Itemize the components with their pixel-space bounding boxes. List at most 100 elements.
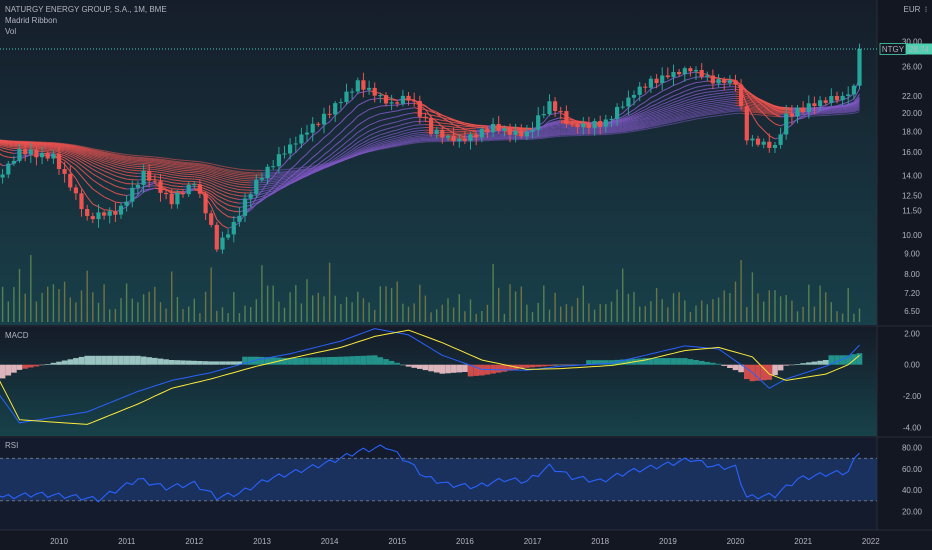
macd-tick-label: 0.00	[904, 361, 920, 370]
ribbon-segment	[729, 108, 736, 110]
ribbon-segment	[848, 109, 854, 112]
ribbon-segment	[397, 141, 404, 144]
macd-histogram-bar	[377, 357, 384, 365]
legend-madrid-ribbon[interactable]: Madrid Ribbon	[5, 16, 58, 25]
ribbon-segment	[351, 132, 359, 138]
ribbon-segment	[701, 108, 708, 111]
ribbon-segment	[673, 88, 680, 92]
ribbon-segment	[673, 108, 680, 112]
macd-histogram-bar	[95, 355, 102, 365]
ribbon-segment	[87, 152, 93, 155]
ribbon-segment	[633, 129, 640, 132]
ribbon-segment	[701, 101, 708, 104]
ribbon-segment	[701, 88, 708, 91]
ribbon-segment	[239, 183, 246, 186]
ribbon-segment	[329, 155, 336, 161]
ribbon-segment	[538, 132, 544, 135]
ribbon-segment	[718, 92, 725, 94]
ribbon-segment	[667, 101, 674, 106]
candle-body	[372, 87, 377, 96]
volume-bar	[667, 307, 669, 322]
ribbon-segment	[397, 143, 404, 146]
macd-histogram-bar	[642, 358, 649, 365]
ribbon-segment	[673, 93, 680, 97]
symbol-title[interactable]: NATURGY ENERGY GROUP, S.A., 1M, BME	[5, 5, 167, 14]
ribbon-segment	[555, 129, 561, 132]
ribbon-segment	[414, 130, 420, 132]
ribbon-segment	[289, 175, 296, 178]
ribbon-segment	[746, 97, 753, 101]
ribbon-segment	[171, 163, 178, 166]
ribbon-segment	[70, 152, 77, 156]
volume-bar	[238, 313, 241, 322]
ribbon-segment	[346, 156, 353, 159]
ribbon-segment	[0, 148, 3, 152]
ribbon-segment	[414, 135, 420, 138]
macd-histogram-bar	[270, 357, 276, 365]
last-price-label: 28.74	[909, 45, 930, 54]
rsi-pane-label[interactable]: RSI	[5, 441, 19, 450]
price-tick-label: 22.00	[902, 92, 923, 101]
ribbon-segment	[69, 171, 77, 179]
ribbon-segment	[707, 91, 713, 93]
macd-histogram-bar	[603, 360, 609, 365]
ribbon-segment	[53, 145, 60, 148]
ribbon-segment	[143, 158, 150, 160]
legend-volume[interactable]: Vol	[5, 27, 17, 36]
ribbon-segment	[165, 180, 172, 184]
ribbon-segment	[233, 201, 240, 204]
ribbon-segment	[222, 201, 229, 206]
volume-bar	[712, 299, 714, 322]
macd-histogram-bar	[411, 364, 417, 368]
ribbon-segment	[53, 146, 60, 149]
ribbon-segment	[836, 106, 843, 109]
macd-histogram-bar	[524, 364, 530, 368]
macd-histogram-bar	[766, 364, 773, 380]
ribbon-segment	[397, 143, 404, 146]
ribbon-segment	[532, 132, 539, 135]
ribbon-segment	[109, 151, 116, 154]
ribbon-segment	[227, 192, 234, 196]
ribbon-segment	[662, 124, 668, 127]
volume-bar	[204, 291, 207, 322]
ribbon-segment	[402, 141, 409, 144]
ribbon-segment	[769, 113, 776, 116]
ribbon-segment	[763, 112, 770, 115]
ribbon-segment	[98, 149, 105, 152]
ribbon-segment	[622, 119, 629, 123]
ribbon-segment	[543, 126, 550, 129]
volume-bar	[120, 298, 122, 322]
ribbon-segment	[695, 85, 702, 88]
ribbon-segment	[673, 115, 680, 118]
ribbon-segment	[842, 110, 849, 112]
ribbon-segment	[115, 157, 122, 160]
candle-body	[660, 75, 665, 83]
volume-bar	[289, 292, 291, 322]
ribbon-segment	[233, 174, 240, 177]
ribbon-segment	[357, 149, 364, 154]
ribbon-segment	[633, 126, 640, 129]
macd-histogram-bar	[518, 364, 525, 369]
ribbon-segment	[160, 169, 167, 172]
ribbon-segment	[166, 159, 172, 162]
pane-menu-icon[interactable]: ⁝	[925, 5, 928, 14]
ribbon-segment	[171, 179, 178, 181]
ribbon-segment	[312, 164, 319, 167]
ribbon-segment	[549, 123, 556, 126]
ribbon-segment	[290, 172, 296, 174]
ribbon-segment	[87, 147, 93, 151]
ribbon-segment	[160, 172, 167, 174]
macd-histogram-bar	[304, 357, 310, 365]
volume-bar	[791, 300, 793, 322]
macd-histogram-bar	[693, 360, 699, 365]
ribbon-segment	[848, 104, 854, 107]
macd-histogram-bar	[608, 360, 615, 365]
ribbon-segment	[639, 120, 646, 123]
volume-bar	[526, 304, 528, 322]
macd-histogram-bar	[445, 364, 451, 374]
ribbon-segment	[419, 136, 426, 139]
ribbon-segment	[87, 155, 93, 160]
ribbon-segment	[385, 146, 392, 149]
macd-pane-label[interactable]: MACD	[5, 331, 29, 340]
ribbon-segment	[289, 179, 296, 183]
